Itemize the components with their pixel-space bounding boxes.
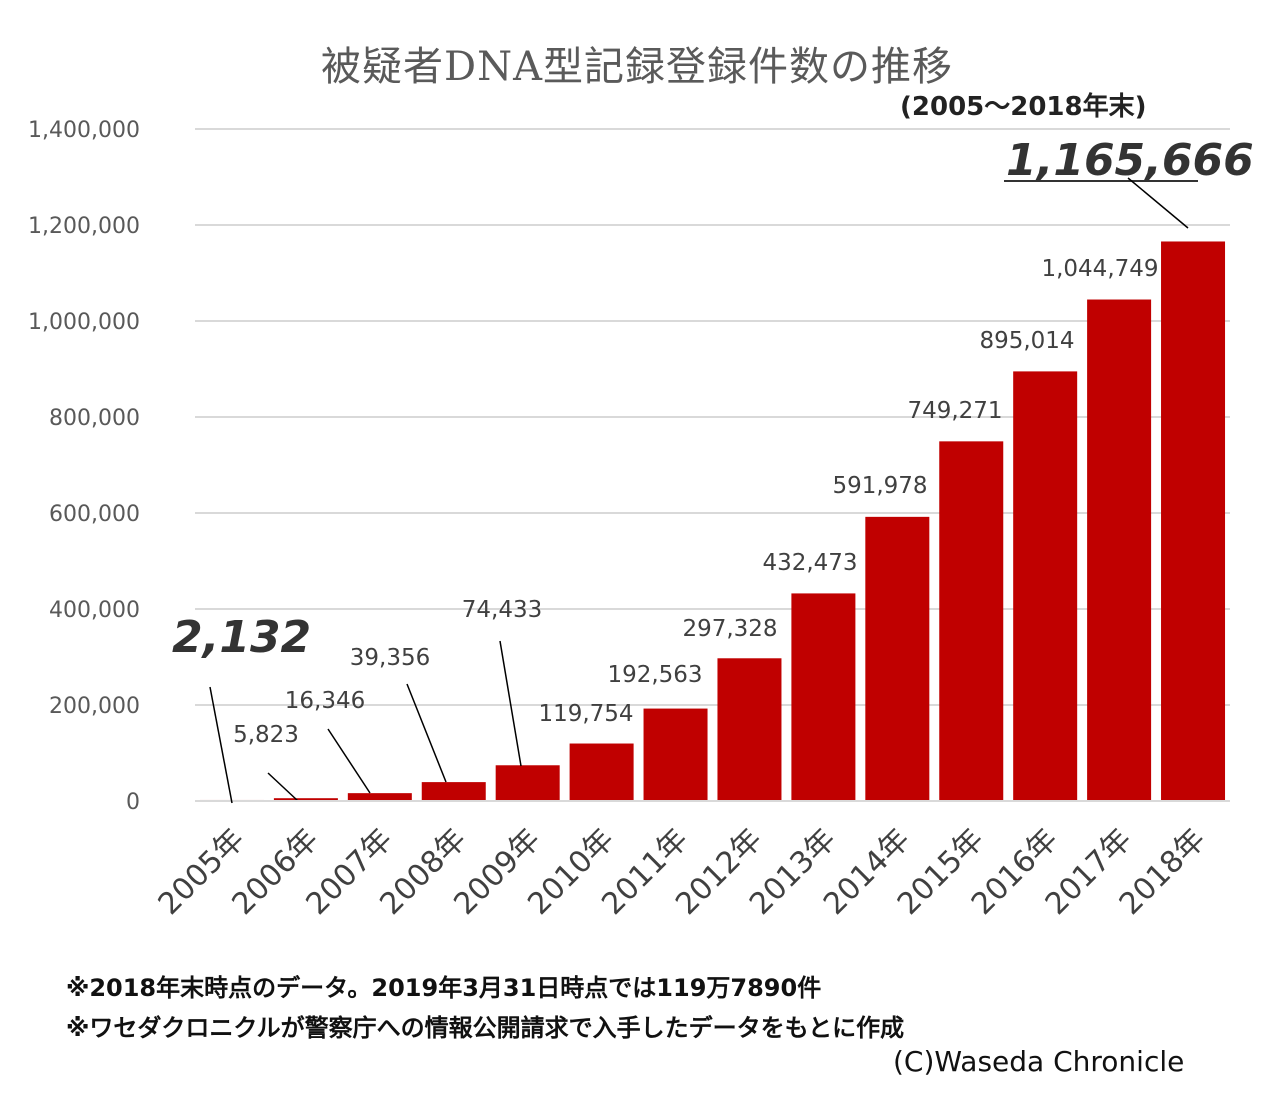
bar [717, 658, 782, 801]
bar [273, 798, 338, 801]
y-tick-label: 1,000,000 [28, 310, 140, 335]
bar [347, 793, 412, 801]
data-label: 39,356 [350, 645, 430, 671]
leader-line [267, 772, 299, 802]
leader-line [327, 728, 371, 794]
y-tick-label: 0 [126, 790, 140, 815]
leader-line [209, 686, 233, 804]
bar [495, 765, 560, 801]
data-label-highlight-last: 1,165,666 [1006, 135, 1254, 186]
data-label: 591,978 [832, 473, 927, 499]
data-label: 74,433 [462, 597, 542, 623]
bar [569, 743, 634, 801]
data-label: 119,754 [538, 701, 633, 727]
data-label: 192,563 [607, 662, 702, 688]
bar [865, 516, 930, 801]
y-tick-label: 1,200,000 [28, 214, 140, 239]
data-label: 432,473 [762, 550, 857, 576]
bar [1161, 241, 1226, 801]
bar [1013, 371, 1078, 801]
data-label: 749,271 [907, 398, 1002, 424]
y-tick-label: 200,000 [49, 694, 140, 719]
chart-title: 被疑者DNA型記録登録件数の推移 [321, 44, 953, 90]
y-tick-label: 400,000 [49, 598, 140, 623]
y-tick-label: 800,000 [49, 406, 140, 431]
leader-line [406, 683, 447, 783]
y-tick-label: 600,000 [49, 502, 140, 527]
chart-subtitle: (2005～2018年末) [900, 92, 1147, 122]
bar [791, 593, 856, 801]
data-label: 895,014 [979, 328, 1074, 354]
bar [421, 782, 486, 801]
data-label: 297,328 [682, 616, 777, 642]
data-label: 5,823 [233, 722, 299, 748]
leader-line [1127, 177, 1189, 229]
bar [643, 708, 708, 801]
data-label: 16,346 [285, 688, 365, 714]
data-label-highlight-first: 2,132 [172, 612, 311, 663]
data-label: 1,044,749 [1041, 256, 1158, 282]
bar [1087, 299, 1152, 801]
leader-line [499, 640, 522, 767]
bar [939, 441, 1004, 801]
y-tick-label: 1,400,000 [28, 118, 140, 143]
footnote-source: ※ワセダクロニクルが警察庁への情報公開請求で入手したデータをもとに作成 [66, 1014, 905, 1042]
footnote-data-date: ※2018年末時点のデータ。2019年3月31日時点では119万7890件 [66, 974, 822, 1002]
copyright-credit: (C)Waseda Chronicle [893, 1045, 1185, 1078]
